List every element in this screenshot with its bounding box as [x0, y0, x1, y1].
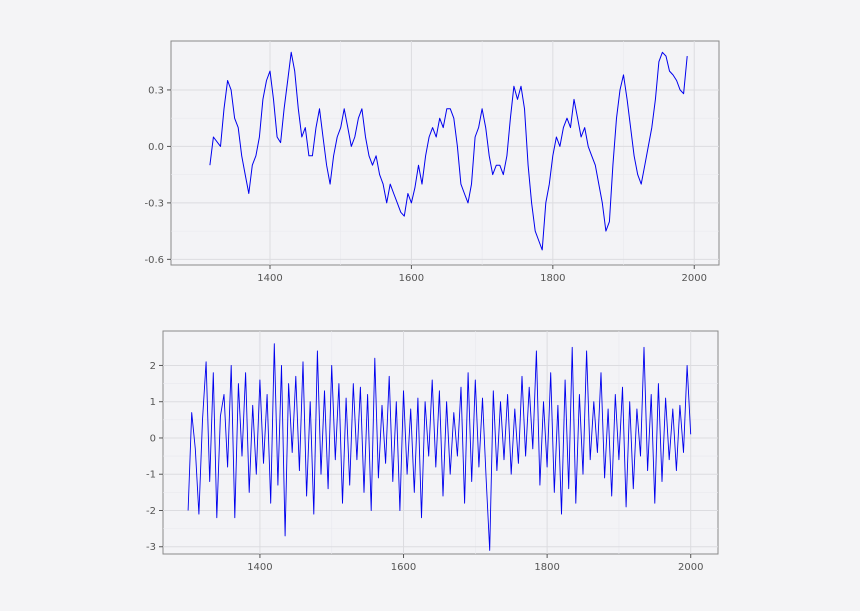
x-tick-label: 1800	[540, 273, 565, 284]
x-tick-label: 1400	[257, 273, 282, 284]
bottom-chart-panel: 1400 1600 1800 2000 2 1 0 -1 -2 -3	[146, 330, 719, 573]
x-tick-label: 1800	[534, 562, 559, 573]
y-tick-label: 1	[150, 397, 156, 408]
y-tick-label: -2	[146, 506, 156, 517]
plot-area	[162, 330, 719, 555]
x-tick-label: 2000	[682, 273, 707, 284]
y-tick-label: 0.0	[148, 142, 164, 153]
y-tick-label: -1	[146, 470, 156, 481]
y-tick-label: -0.3	[144, 198, 164, 209]
plot-area	[170, 40, 720, 266]
x-tick-label: 1600	[399, 273, 424, 284]
series-line	[187, 343, 692, 551]
top-chart-panel: 1400 1600 1800 2000 0.3 0.0 -0.3 -0.6	[144, 40, 720, 284]
y-tick-label: 0	[150, 433, 156, 444]
y-tick-label: -0.6	[144, 255, 164, 266]
y-tick-label: -3	[146, 542, 156, 553]
x-tick-label: 1400	[247, 562, 272, 573]
y-tick-label: 2	[150, 361, 156, 372]
y-tick-label: 0.3	[148, 85, 164, 96]
series-line	[209, 51, 688, 251]
x-tick-label: 2000	[678, 562, 703, 573]
x-tick-label: 1600	[391, 562, 416, 573]
